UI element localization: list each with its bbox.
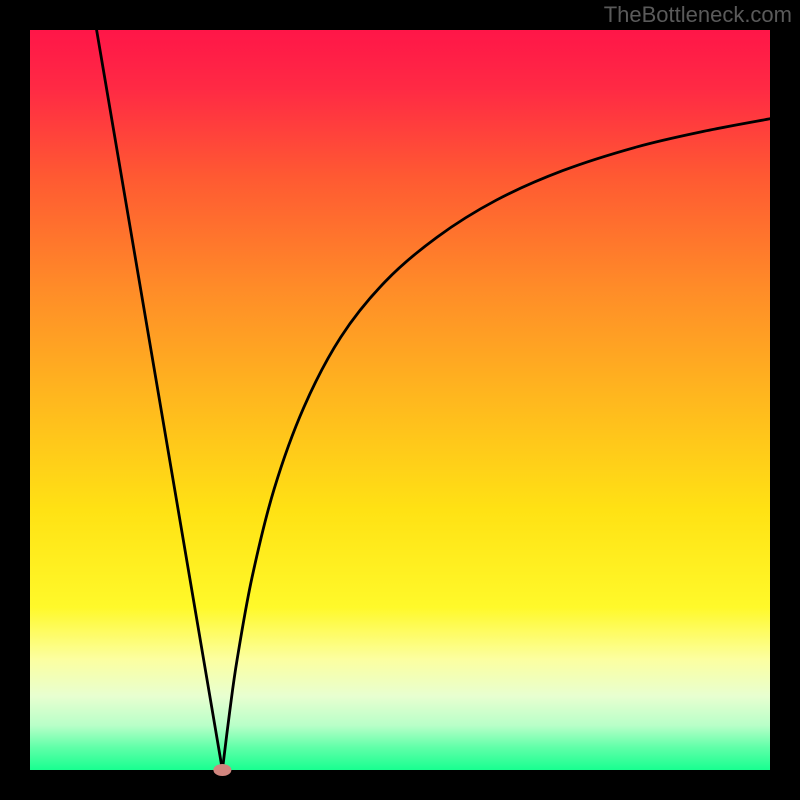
watermark-text: TheBottleneck.com (604, 2, 792, 28)
chart-frame: TheBottleneck.com (0, 0, 800, 800)
curve-left-segment (97, 30, 223, 770)
minimum-marker (213, 764, 231, 776)
plot-area (30, 30, 770, 770)
bottleneck-curve (30, 30, 770, 770)
curve-right-segment (222, 119, 770, 770)
